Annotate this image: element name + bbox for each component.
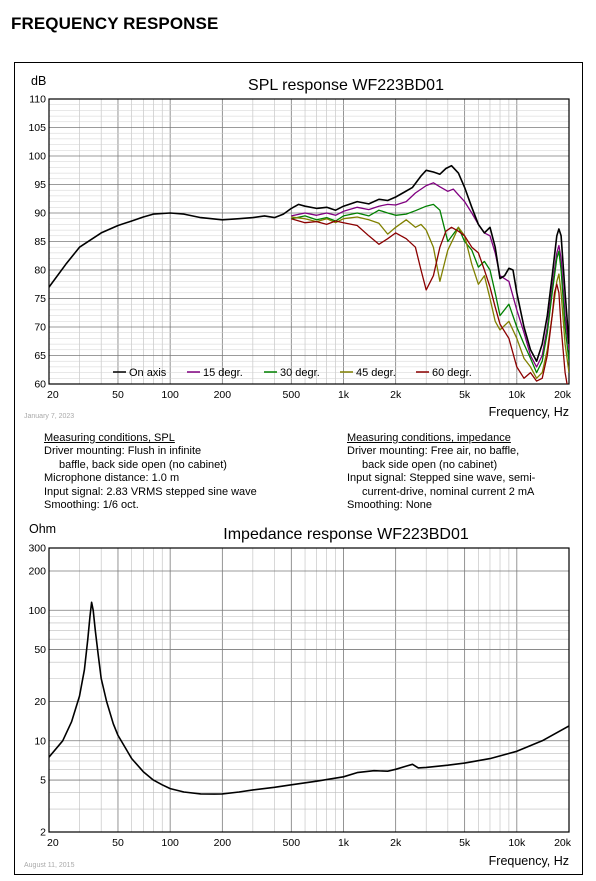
spl-conditions: Measuring conditions, SPL Driver mountin…	[44, 432, 257, 512]
x-tick-label: 100	[161, 389, 179, 401]
x-tick-label: 20k	[554, 389, 572, 401]
y-tick-label: 90	[34, 208, 46, 220]
measurement-date: August 11, 2015	[24, 862, 75, 869]
plot-frame	[48, 98, 570, 385]
spl-condition-line: Driver mounting: Flush in infinite	[44, 445, 202, 458]
x-tick-label: 500	[283, 389, 301, 401]
y-tick-label: 70	[34, 322, 46, 334]
y-axis-label: dB	[31, 74, 46, 88]
y-tick-label: 50	[34, 644, 46, 656]
legend-label: 30 degr.	[280, 367, 320, 379]
y-tick-label: 95	[34, 179, 46, 191]
spl-condition-line: baffle, back side open (no cabinet)	[59, 458, 227, 471]
y-tick-label: 20	[34, 696, 46, 708]
impedance-condition-line: back side open (no cabinet)	[362, 458, 498, 471]
series-line	[291, 218, 568, 384]
x-axis-label: Frequency, Hz	[489, 854, 569, 868]
x-tick-label: 50	[112, 389, 124, 401]
impedance-conditions: Measuring conditions, impedance Driver m…	[347, 432, 535, 512]
y-tick-label: 75	[34, 293, 46, 305]
measurement-date: January 7, 2023	[24, 413, 74, 420]
legend-label: 15 degr.	[203, 367, 243, 379]
x-tick-label: 2k	[390, 389, 402, 401]
x-axis-label: Frequency, Hz	[489, 405, 569, 419]
y-tick-label: 110	[29, 94, 46, 106]
x-tick-label: 20	[47, 389, 59, 401]
series-line	[49, 601, 569, 795]
chart-panel	[14, 62, 583, 875]
legend-label: On axis	[129, 367, 167, 379]
impedance-condition-line: Driver mounting: Free air, no baffle,	[347, 445, 520, 458]
y-tick-label: 200	[28, 565, 46, 577]
impedance-condition-line: current-drive, nominal current 2 mA	[362, 485, 535, 498]
x-tick-label: 2k	[390, 837, 402, 849]
x-tick-label: 1k	[338, 837, 350, 849]
y-tick-label: 2	[40, 827, 46, 839]
impedance-condition-line: Input signal: Stepped sine wave, semi-	[347, 472, 536, 485]
x-tick-label: 10k	[508, 389, 526, 401]
x-tick-label: 100	[161, 837, 179, 849]
legend-label: 60 degr.	[432, 367, 472, 379]
impedance-condition-line: Smoothing: None	[347, 499, 432, 512]
x-tick-label: 20k	[554, 837, 572, 849]
y-tick-label: 100	[28, 151, 46, 163]
x-tick-label: 20	[47, 837, 59, 849]
plot-frame	[48, 547, 570, 833]
chart-title: SPL response WF223BD01	[248, 77, 444, 94]
x-tick-label: 10k	[508, 837, 526, 849]
y-tick-label: 100	[28, 605, 46, 617]
impedance-conditions-heading: Measuring conditions, impedance	[347, 432, 511, 444]
x-tick-label: 200	[214, 389, 232, 401]
series-line	[291, 216, 569, 379]
x-tick-label: 200	[214, 837, 232, 849]
y-tick-label: 300	[28, 543, 46, 555]
chart-title: Impedance response WF223BD01	[223, 526, 469, 543]
y-axis-label: Ohm	[29, 522, 56, 536]
page-title: FREQUENCY RESPONSE	[11, 14, 219, 33]
spl-condition-line: Microphone distance: 1.0 m	[44, 472, 180, 485]
series-line	[291, 203, 569, 374]
y-tick-label: 65	[34, 350, 46, 362]
spl-condition-line: Input signal: 2.83 VRMS stepped sine wav…	[44, 485, 257, 498]
x-tick-label: 50	[112, 837, 124, 849]
y-tick-label: 85	[34, 236, 46, 248]
y-tick-label: 105	[28, 122, 46, 134]
x-tick-label: 1k	[338, 389, 350, 401]
spl-conditions-heading: Measuring conditions, SPL	[44, 432, 175, 444]
legend-label: 45 degr.	[356, 367, 396, 379]
series-line	[291, 182, 569, 368]
y-tick-label: 10	[34, 735, 46, 747]
series-line	[49, 164, 569, 362]
x-tick-label: 5k	[459, 389, 471, 401]
spl-condition-line: Smoothing: 1/6 oct.	[44, 499, 139, 512]
y-tick-label: 80	[34, 265, 46, 277]
x-tick-label: 500	[283, 837, 301, 849]
y-tick-label: 5	[40, 775, 46, 787]
y-tick-label: 60	[34, 379, 46, 391]
x-tick-label: 5k	[459, 837, 471, 849]
